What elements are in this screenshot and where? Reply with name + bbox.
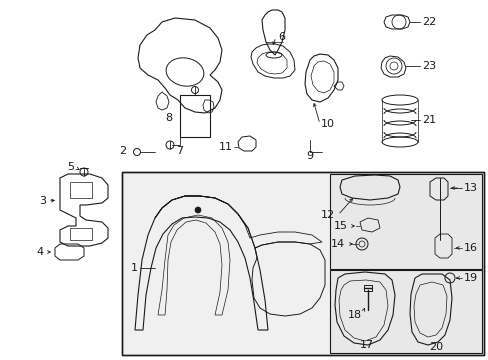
Text: 3: 3 bbox=[39, 196, 46, 206]
Circle shape bbox=[195, 207, 201, 213]
Text: 19: 19 bbox=[463, 273, 477, 283]
Text: 1: 1 bbox=[131, 263, 138, 273]
Text: 16: 16 bbox=[463, 243, 477, 253]
Bar bbox=[122, 172, 483, 355]
Text: 5: 5 bbox=[67, 162, 74, 172]
Bar bbox=[363, 285, 371, 291]
Text: 18: 18 bbox=[347, 310, 361, 320]
Text: 12: 12 bbox=[320, 210, 334, 220]
Text: 15: 15 bbox=[333, 221, 347, 231]
Text: 23: 23 bbox=[421, 61, 435, 71]
Text: 14: 14 bbox=[330, 239, 345, 249]
Text: 17: 17 bbox=[359, 340, 373, 350]
Text: 8: 8 bbox=[164, 113, 172, 123]
Bar bbox=[180, 95, 209, 137]
Text: 6: 6 bbox=[278, 32, 285, 42]
Text: 22: 22 bbox=[421, 17, 435, 27]
Bar bbox=[70, 182, 92, 198]
Bar bbox=[122, 172, 483, 355]
Text: 2: 2 bbox=[119, 146, 126, 156]
Text: 4: 4 bbox=[37, 247, 44, 257]
Text: 7: 7 bbox=[176, 146, 183, 156]
Text: 9: 9 bbox=[306, 151, 313, 161]
Bar bbox=[329, 174, 481, 269]
Text: 10: 10 bbox=[320, 119, 334, 129]
Bar bbox=[70, 228, 92, 240]
Text: 20: 20 bbox=[428, 342, 442, 352]
Bar bbox=[329, 270, 481, 353]
Text: 13: 13 bbox=[463, 183, 477, 193]
Text: 11: 11 bbox=[219, 142, 232, 152]
Text: 21: 21 bbox=[421, 115, 435, 125]
